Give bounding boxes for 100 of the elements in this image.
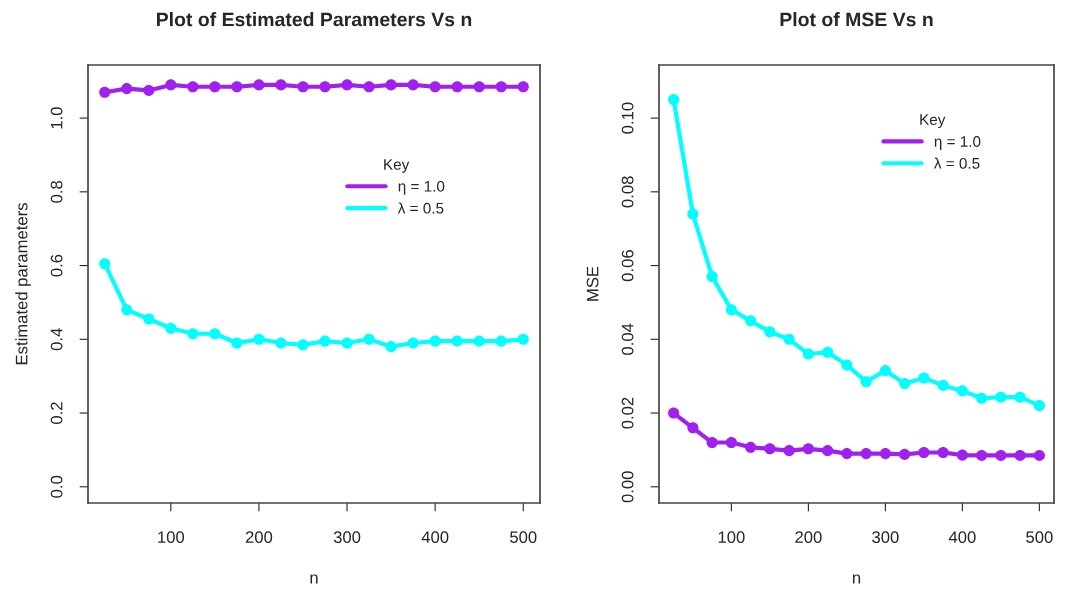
point bbox=[956, 385, 968, 397]
point bbox=[1014, 391, 1026, 403]
point bbox=[706, 436, 718, 449]
point bbox=[99, 258, 111, 270]
point bbox=[802, 348, 814, 360]
point bbox=[143, 313, 155, 325]
point bbox=[725, 304, 737, 316]
point bbox=[918, 372, 930, 384]
legend-label: η = 1.0 bbox=[934, 136, 981, 150]
y-tick-label: 1.0 bbox=[50, 107, 63, 129]
point bbox=[385, 79, 397, 91]
point bbox=[668, 94, 680, 106]
point bbox=[495, 81, 507, 93]
y-tick-label: 0.6 bbox=[50, 254, 63, 277]
point bbox=[297, 81, 309, 93]
legend-label: η = 1.0 bbox=[398, 180, 445, 195]
point bbox=[341, 79, 353, 91]
point bbox=[879, 365, 891, 377]
point bbox=[860, 376, 872, 388]
legend-label: λ = 0.5 bbox=[933, 157, 980, 169]
point bbox=[187, 328, 199, 340]
point bbox=[995, 391, 1007, 403]
point bbox=[297, 339, 309, 351]
chart-title: Plot of Estimated Parameters Vs n bbox=[157, 12, 472, 27]
point bbox=[495, 335, 507, 347]
x-tick-label: 300 bbox=[333, 531, 361, 544]
point bbox=[209, 328, 221, 340]
point bbox=[407, 79, 419, 91]
point bbox=[451, 335, 463, 347]
point bbox=[209, 81, 221, 93]
point bbox=[253, 333, 265, 345]
point bbox=[363, 333, 375, 345]
point bbox=[1033, 449, 1045, 461]
point bbox=[937, 379, 949, 391]
point bbox=[745, 441, 757, 453]
point bbox=[841, 448, 853, 460]
point bbox=[319, 335, 331, 347]
point bbox=[275, 79, 287, 91]
point bbox=[860, 448, 872, 460]
point bbox=[783, 333, 795, 345]
point bbox=[937, 446, 949, 459]
point bbox=[668, 407, 680, 419]
x-tick-label: 500 bbox=[510, 531, 537, 544]
point bbox=[956, 449, 968, 461]
legend-title: Key bbox=[920, 114, 946, 129]
point bbox=[918, 446, 930, 459]
point bbox=[429, 335, 441, 347]
legend-title: Key bbox=[384, 159, 410, 173]
x-tick-label: 400 bbox=[421, 531, 449, 544]
point bbox=[165, 79, 177, 91]
y-tick-label: 0.04 bbox=[621, 323, 634, 355]
point bbox=[802, 443, 814, 455]
point bbox=[687, 422, 699, 434]
point bbox=[899, 448, 911, 460]
point bbox=[879, 448, 891, 460]
y-tick-label: 0.4 bbox=[50, 328, 63, 351]
x-tick-label: 400 bbox=[948, 531, 976, 544]
point bbox=[275, 337, 287, 349]
y-tick-label: 0.8 bbox=[50, 180, 63, 203]
point bbox=[517, 333, 529, 345]
point bbox=[363, 81, 375, 93]
point bbox=[385, 341, 397, 353]
point bbox=[841, 359, 853, 371]
point bbox=[121, 304, 133, 316]
point bbox=[822, 346, 834, 358]
chart-title: Plot of MSE Vs n bbox=[780, 12, 933, 27]
point bbox=[429, 81, 441, 93]
y-axis-title: MSE bbox=[586, 266, 599, 301]
point bbox=[976, 392, 988, 404]
y-tick-label: 0.02 bbox=[621, 397, 634, 429]
y-tick-label: 0.00 bbox=[621, 471, 634, 503]
x-tick-label: 100 bbox=[718, 531, 745, 544]
point bbox=[995, 449, 1007, 461]
y-tick-label: 0.06 bbox=[621, 250, 634, 282]
y-tick-label: 0.2 bbox=[50, 402, 63, 424]
point bbox=[341, 337, 353, 349]
x-axis-title: n bbox=[310, 574, 318, 584]
point bbox=[143, 84, 155, 96]
point bbox=[725, 436, 737, 449]
point bbox=[687, 208, 699, 220]
point bbox=[121, 83, 133, 95]
point bbox=[1014, 449, 1026, 461]
x-tick-label: 100 bbox=[158, 531, 185, 544]
point bbox=[517, 81, 529, 93]
x-tick-label: 300 bbox=[872, 531, 899, 544]
point bbox=[451, 81, 463, 93]
point bbox=[783, 445, 795, 457]
y-tick-label: 0.08 bbox=[621, 176, 634, 208]
y-tick-label: 0.10 bbox=[621, 102, 634, 134]
point bbox=[473, 335, 485, 347]
point bbox=[764, 326, 776, 338]
point bbox=[706, 271, 718, 283]
y-axis-title: Estimated parameters bbox=[15, 203, 31, 365]
point bbox=[764, 443, 776, 455]
point bbox=[231, 337, 243, 349]
point bbox=[407, 337, 419, 349]
point bbox=[99, 86, 111, 98]
point bbox=[253, 79, 265, 91]
x-axis-title: n bbox=[852, 574, 861, 584]
legend-label: λ = 0.5 bbox=[397, 202, 444, 214]
